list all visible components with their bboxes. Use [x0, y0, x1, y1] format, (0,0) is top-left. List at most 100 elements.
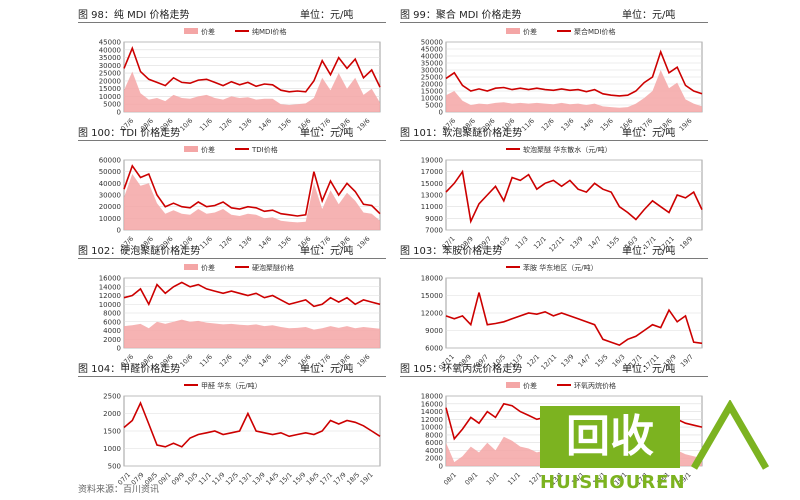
x-tick-label: 11/9: [210, 471, 226, 487]
chart-title: 图 104：甲醛价格走势: [78, 364, 181, 375]
chart-unit: 单位：元/吨: [300, 364, 354, 375]
x-tick-label: 08/1: [442, 471, 458, 487]
chart-panel-p101: 图 101：软泡聚醚价格走势 单位：元/吨 软泡聚醚 华东散水（元/吨） 7000 90…: [400, 124, 708, 254]
chart-svg: 价差 纯MDI价格 05000100001500020000250003000035…: [99, 27, 381, 133]
legend-label: 价差: [523, 381, 537, 390]
y-tick-label: 20000: [99, 77, 121, 85]
y-tick-label: 11000: [421, 203, 443, 211]
legend-label: TDI价格: [251, 145, 278, 154]
chart-title: 图 99：聚合 MDI 价格走势: [400, 10, 522, 21]
legend-label: 价差: [201, 27, 215, 36]
y-tick-label: 5000: [425, 102, 443, 110]
legend-swatch: [506, 382, 520, 388]
y-tick-label: 40000: [421, 53, 443, 61]
chart-panel-p102: 图 102：硬泡聚醚价格走势 单位：元/吨 价差 硬泡聚醚价格 0 2000 4000 600…: [78, 242, 386, 369]
legend-label: 聚合MDI价格: [574, 27, 616, 36]
y-tick-label: 10000: [99, 93, 121, 101]
y-tick-label: 7000: [425, 227, 443, 235]
y-tick-label: 14000: [421, 408, 443, 416]
x-tick-label: 10/1: [485, 471, 501, 487]
legend-label: 软泡聚醚 华东散水（元/吨）: [523, 145, 612, 154]
chart-panel-p103: 图 103：苯胺价格走势 单位：元/吨 苯胺 华东地区（元/吨） 6000 9000 12…: [400, 242, 708, 372]
x-tick-label: 15/9: [291, 471, 307, 487]
x-tick-label: 14/5: [264, 471, 280, 487]
y-tick-label: 15000: [421, 292, 443, 300]
x-tick-label: 19/1: [359, 471, 375, 487]
x-tick-label: 13/9: [251, 471, 267, 487]
y-tick-label: 0: [117, 227, 121, 235]
series-area: [446, 70, 702, 112]
chart-unit: 单位：元/吨: [622, 10, 676, 21]
series-area: [124, 319, 380, 348]
y-tick-label: 50000: [99, 168, 121, 176]
series-line: [445, 49, 703, 97]
title-rule: [78, 140, 386, 141]
chart-title: 图 103：苯胺价格走势: [400, 246, 503, 257]
x-tick-label: 10/5: [184, 471, 200, 487]
legend-swatch: [184, 264, 198, 270]
series-line: [123, 164, 381, 217]
y-tick-label: 10000: [421, 424, 443, 432]
y-tick-label: 6000: [425, 439, 443, 447]
y-tick-label: 2500: [103, 393, 121, 401]
y-tick-label: 4000: [425, 447, 443, 455]
chart-unit: 单位：元/吨: [300, 128, 354, 139]
title-rule: [400, 258, 708, 259]
watermark-box: 回收: [540, 406, 680, 468]
y-tick-label: 1500: [103, 428, 121, 436]
chart-unit: 单位：元/吨: [300, 10, 354, 21]
legend-swatch: [184, 146, 198, 152]
y-tick-label: 2000: [103, 336, 121, 344]
y-tick-label: 15000: [99, 85, 121, 93]
y-tick-label: 0: [439, 109, 443, 117]
y-tick-label: 10000: [421, 95, 443, 103]
series-line: [445, 169, 703, 224]
y-tick-label: 20000: [421, 81, 443, 89]
y-tick-label: 2000: [103, 410, 121, 418]
y-tick-label: 8000: [103, 310, 121, 318]
y-tick-label: 19000: [421, 157, 443, 165]
title-rule: [400, 140, 708, 141]
chart-svg: 软泡聚醚 华东散水（元/吨） 7000 9000 11000 13000 15000 170…: [421, 145, 703, 254]
x-tick-label: 09/9: [170, 471, 186, 487]
y-tick-label: 1000: [103, 445, 121, 453]
series-area: [124, 174, 380, 230]
legend-label: 苯胺 华东地区（元/吨）: [523, 263, 598, 272]
x-tick-label: 09/1: [463, 471, 479, 487]
x-tick-label: 18/5: [345, 471, 361, 487]
chart-unit: 单位：元/吨: [622, 128, 676, 139]
y-tick-label: 12000: [421, 310, 443, 318]
y-tick-label: 2000: [425, 455, 443, 463]
y-tick-label: 12000: [421, 416, 443, 424]
y-tick-label: 10000: [99, 301, 121, 309]
title-rule: [78, 22, 386, 23]
y-tick-label: 15000: [421, 88, 443, 96]
legend-label: 硬泡聚醚价格: [252, 263, 294, 272]
x-tick-label: 17/1: [318, 471, 334, 487]
y-tick-label: 60000: [99, 157, 121, 165]
legend-label: 环氧丙烷价格: [574, 381, 616, 390]
chart-svg: 甲醛 华东（元/吨）500100015002000250007/107/908/…: [103, 381, 381, 487]
chart-panel-p98: 图 98：纯 MDI 价格走势 单位：元/吨价差 纯MDI价格 0 5000 10000 1…: [78, 6, 386, 133]
y-tick-label: 40000: [99, 180, 121, 188]
chart-svg: 价差 硬泡聚醚价格 02000400060008000100001200014000…: [99, 263, 381, 369]
y-tick-label: 45000: [421, 46, 443, 54]
title-rule: [400, 376, 708, 377]
chart-svg: 价差 TDI价格010000200003000040000500006000007…: [99, 145, 381, 251]
x-tick-label: 16/5: [305, 471, 321, 487]
y-tick-label: 30000: [99, 192, 121, 200]
series-line: [123, 400, 381, 448]
chart-panel-p99: 图 99：聚合 MDI 价格走势 单位：元/吨 价差 聚合MDI价格 0 5000 1000…: [400, 6, 708, 133]
y-tick-label: 8000: [425, 431, 443, 439]
chart-unit: 单位：元/吨: [300, 246, 354, 257]
chart-title: 图 101：软泡聚醚价格走势: [400, 128, 523, 139]
watermark-logo: 回收 HUISHOUREN: [540, 400, 770, 495]
chart-title: 图 98：纯 MDI 价格走势: [78, 10, 190, 21]
y-tick-label: 25000: [421, 74, 443, 82]
y-tick-label: 40000: [99, 46, 121, 54]
chart-title: 图 105：环氧丙烷价格走势: [400, 364, 523, 375]
x-tick-label: 15/1: [278, 471, 294, 487]
title-rule: [400, 22, 708, 23]
watermark-peak-icon: [690, 400, 770, 470]
y-tick-label: 25000: [99, 70, 121, 78]
